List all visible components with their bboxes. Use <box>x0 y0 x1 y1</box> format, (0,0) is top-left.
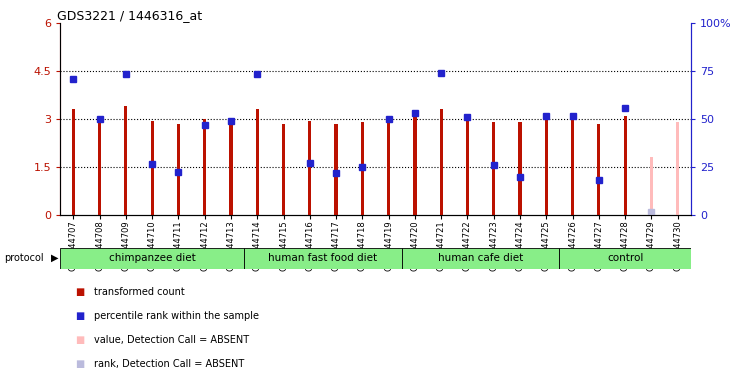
Bar <box>71 109 75 215</box>
Bar <box>360 122 364 215</box>
Text: value, Detection Call = ABSENT: value, Detection Call = ABSENT <box>94 335 249 345</box>
Bar <box>203 119 207 215</box>
Bar <box>466 119 469 215</box>
Text: ▶: ▶ <box>51 253 59 263</box>
Text: ■: ■ <box>75 359 84 369</box>
Text: ■: ■ <box>75 311 84 321</box>
Bar <box>597 124 601 215</box>
Bar <box>518 122 522 215</box>
Text: GDS3221 / 1446316_at: GDS3221 / 1446316_at <box>57 9 202 22</box>
Bar <box>176 124 180 215</box>
Bar <box>676 122 680 215</box>
Text: ■: ■ <box>75 335 84 345</box>
Bar <box>559 248 691 269</box>
Bar <box>387 119 391 215</box>
Bar <box>623 116 627 215</box>
Text: human fast food diet: human fast food diet <box>268 253 378 263</box>
Bar <box>282 124 285 215</box>
Bar <box>229 121 233 215</box>
Bar <box>98 119 101 215</box>
Bar <box>571 116 575 215</box>
Bar <box>244 248 402 269</box>
Bar <box>439 109 443 215</box>
Text: protocol: protocol <box>4 253 44 263</box>
Text: ■: ■ <box>75 287 84 297</box>
Bar <box>492 122 496 215</box>
Text: transformed count: transformed count <box>94 287 185 297</box>
Text: control: control <box>607 253 644 263</box>
Bar <box>413 116 417 215</box>
Bar <box>334 124 338 215</box>
Bar <box>124 106 128 215</box>
Bar <box>60 248 244 269</box>
Text: human cafe diet: human cafe diet <box>438 253 523 263</box>
Bar <box>650 157 653 215</box>
Bar <box>402 248 559 269</box>
Bar <box>544 116 548 215</box>
Bar <box>308 121 312 215</box>
Text: rank, Detection Call = ABSENT: rank, Detection Call = ABSENT <box>94 359 244 369</box>
Bar <box>150 121 154 215</box>
Text: chimpanzee diet: chimpanzee diet <box>109 253 195 263</box>
Text: percentile rank within the sample: percentile rank within the sample <box>94 311 259 321</box>
Bar <box>255 109 259 215</box>
